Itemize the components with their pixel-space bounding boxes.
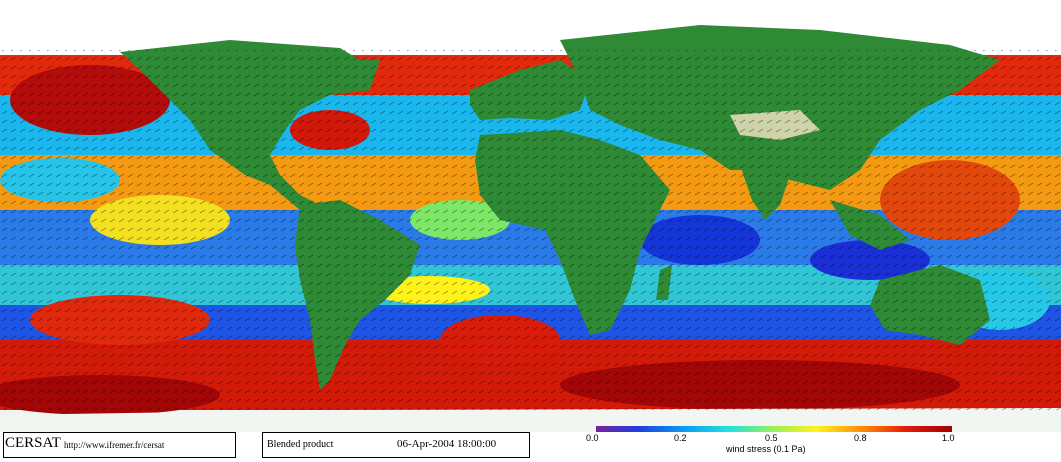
- colorbar-tick-1: 0.2: [674, 433, 687, 443]
- product-label: Blended product: [267, 439, 334, 450]
- cersat-url: http://www.ifremer.fr/cersat: [64, 440, 165, 450]
- colorbar-tick-2: 0.5: [765, 433, 778, 443]
- wind-vector-overlay: [0, 50, 1061, 410]
- colorbar-tick-3: 0.8: [854, 433, 867, 443]
- map-footer: CERSAT http://www.ifremer.fr/cersat Blen…: [0, 432, 1061, 462]
- cersat-logo: CERSAT: [5, 435, 61, 451]
- product-box: Blended product 06-Apr-2004 18:00:00: [262, 432, 530, 458]
- colorbar-ramp: [596, 426, 952, 432]
- colorbar-tick-4: 1.0: [942, 433, 955, 443]
- greenland: [360, 5, 460, 55]
- date-label: 06-Apr-2004 18:00:00: [397, 438, 497, 450]
- logo-box: CERSAT http://www.ifremer.fr/cersat: [3, 432, 236, 458]
- colorbar-label: wind stress (0.1 Pa): [726, 444, 806, 454]
- colorbar-tick-0: 0.0: [586, 433, 599, 443]
- wind-stress-map: [0, 5, 1061, 432]
